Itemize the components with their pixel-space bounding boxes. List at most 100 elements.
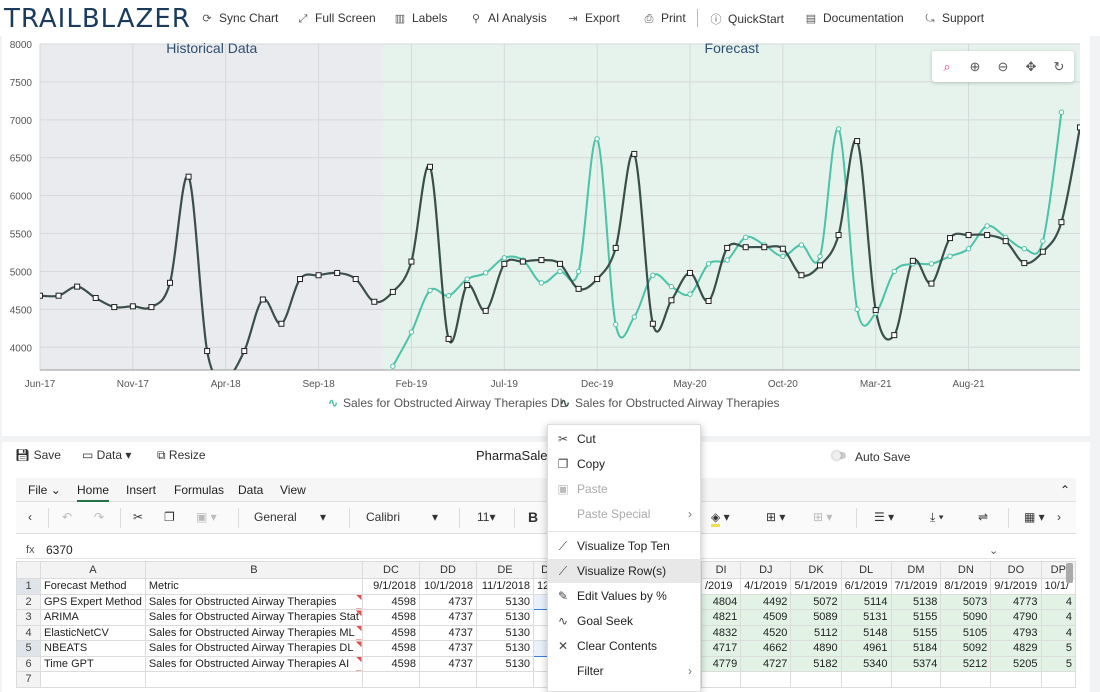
cell[interactable]: 4 xyxy=(1040,609,1076,626)
cell[interactable]: 4 xyxy=(1040,593,1076,610)
column-header[interactable]: DM xyxy=(890,561,942,579)
vertical-align-icon[interactable]: ⤓ ▾ xyxy=(930,510,944,524)
documentation-button[interactable]: ▤ Documentation xyxy=(805,11,904,25)
cell[interactable]: 5148 xyxy=(840,624,892,641)
cell-metric[interactable]: Metric xyxy=(144,578,363,595)
cell[interactable]: 4598 xyxy=(361,624,420,641)
cell[interactable]: 5105 xyxy=(940,624,992,641)
merge-cells-icon[interactable]: ⊞ ▾ xyxy=(813,510,833,524)
cell[interactable]: 4790 xyxy=(990,609,1042,626)
export-button[interactable]: ⇥ Export xyxy=(566,11,619,25)
tab-data[interactable]: Data xyxy=(238,483,264,497)
cell-forecast-method[interactable]: ElasticNetCV xyxy=(40,624,146,641)
cell[interactable]: 5184 xyxy=(890,640,942,657)
column-header[interactable]: DD xyxy=(418,561,477,579)
cell[interactable]: 4717 xyxy=(700,640,742,657)
cell[interactable]: 5130 xyxy=(475,609,534,626)
formula-value[interactable]: 6370 xyxy=(46,543,73,557)
cell[interactable]: 4/1/2019 xyxy=(740,578,792,595)
cell[interactable]: 4598 xyxy=(361,655,420,672)
cell[interactable]: 11/1/2018 xyxy=(475,578,534,595)
cell[interactable]: /2019 xyxy=(700,578,742,595)
cell-metric[interactable]: Sales for Obstructed Airway Therapies St… xyxy=(144,609,363,626)
column-header[interactable]: DK xyxy=(790,561,842,579)
cell[interactable]: 5092 xyxy=(940,640,992,657)
row-header[interactable]: 1 xyxy=(16,578,41,595)
save-button[interactable]: 💾︎ Save xyxy=(15,448,61,462)
cell-metric[interactable]: Sales for Obstructed Airway Therapies AI xyxy=(144,655,363,672)
cell[interactable]: 4961 xyxy=(840,640,892,657)
pan-icon[interactable]: ✥ xyxy=(1025,59,1037,74)
cell[interactable]: 5212 xyxy=(940,655,992,672)
cell[interactable] xyxy=(840,671,892,688)
cell[interactable]: 10/1/ xyxy=(1040,578,1076,595)
cell[interactable]: 4509 xyxy=(740,609,792,626)
cell-forecast-method[interactable]: ARIMA xyxy=(40,609,146,626)
cell[interactable] xyxy=(418,671,477,688)
cell[interactable]: 5155 xyxy=(890,609,942,626)
cell[interactable]: 5090 xyxy=(940,609,992,626)
cell[interactable]: 5205 xyxy=(990,655,1042,672)
cell[interactable]: 4737 xyxy=(418,609,477,626)
cell[interactable]: 4779 xyxy=(700,655,742,672)
cell[interactable]: 4 xyxy=(1040,624,1076,641)
formula-expand-icon[interactable]: ⌄ xyxy=(989,545,999,557)
cell[interactable]: 4598 xyxy=(361,593,420,610)
cell[interactable]: 5130 xyxy=(475,655,534,672)
conditional-format-icon[interactable]: ▦ ▾ xyxy=(1024,510,1045,524)
print-button[interactable]: ⎙ Print xyxy=(642,11,686,26)
tab-home[interactable]: Home xyxy=(77,483,110,502)
cell[interactable]: 5130 xyxy=(475,593,534,610)
menu-item-paste-special[interactable]: Paste Special › xyxy=(548,502,700,526)
cell[interactable]: 4737 xyxy=(418,640,477,657)
collapse-ribbon-icon[interactable]: ⌃ xyxy=(1060,483,1071,497)
scroll-right-icon[interactable]: › xyxy=(1057,510,1061,524)
row-header[interactable]: 6 xyxy=(16,655,41,672)
cell[interactable]: 4727 xyxy=(740,655,792,672)
cell-metric[interactable]: Sales for Obstructed Airway Therapies ML xyxy=(144,624,363,641)
borders-icon[interactable]: ⊞ ▾ xyxy=(766,510,786,524)
menu-item-clear-contents[interactable]: ✕ Clear Contents xyxy=(548,634,700,658)
cell[interactable]: 4793 xyxy=(990,624,1042,641)
cell[interactable] xyxy=(1040,671,1076,688)
column-header[interactable]: DL xyxy=(840,561,892,579)
data-menu-button[interactable]: ▭ Data ▾ xyxy=(82,448,132,462)
menu-item-visualize-top-ten[interactable]: ⟋Visualize Top Ten Rows xyxy=(548,534,700,577)
auto-save-toggle[interactable] xyxy=(832,451,846,460)
column-header[interactable]: DO xyxy=(990,561,1042,579)
menu-item-visualize-rows[interactable]: ⟋ Visualize Row(s) xyxy=(548,559,700,583)
column-header[interactable]: DI xyxy=(700,561,742,579)
cell-forecast-method[interactable]: GPS Expert Method xyxy=(40,593,146,610)
menu-item-filter[interactable]: Filter › xyxy=(548,659,700,683)
cell[interactable]: 9/1/2019 xyxy=(990,578,1042,595)
paste-icon[interactable]: ▣ ▾ xyxy=(196,510,217,524)
cell[interactable]: 4832 xyxy=(700,624,742,641)
ai-analysis-button[interactable]: ⚲ AI Analysis xyxy=(469,11,547,25)
cell-forecast-method[interactable]: Time GPT xyxy=(40,655,146,672)
cell[interactable]: 4773 xyxy=(990,593,1042,610)
menu-item-paste[interactable]: ▣ Paste xyxy=(548,477,700,501)
row-header[interactable]: 3 xyxy=(16,609,41,626)
column-header[interactable] xyxy=(16,561,41,579)
cell[interactable] xyxy=(940,671,992,688)
cell[interactable]: 5089 xyxy=(790,609,842,626)
sync-chart-button[interactable]: ⟳ Sync Chart xyxy=(200,11,278,25)
cell[interactable]: 5112 xyxy=(790,624,842,641)
font-select[interactable]: Calibri ▾ xyxy=(366,510,439,524)
quickstart-button[interactable]: ⓘ QuickStart xyxy=(710,12,785,26)
bold-button[interactable]: B xyxy=(528,509,539,525)
full-screen-button[interactable]: ⤢ Full Screen xyxy=(296,11,376,26)
fill-color-icon[interactable]: ◈ ▾ xyxy=(711,510,730,527)
cell[interactable]: 4804 xyxy=(700,593,742,610)
cell-metric[interactable] xyxy=(144,671,363,688)
cell[interactable]: 4492 xyxy=(740,593,792,610)
legend-item-dl[interactable]: ∿ Sales for Obstructed Airway Therapies D… xyxy=(328,396,567,410)
cell[interactable]: 9/1/2018 xyxy=(361,578,420,595)
cell[interactable]: 4737 xyxy=(418,655,477,672)
column-header[interactable]: A xyxy=(40,561,146,579)
cell[interactable] xyxy=(740,671,792,688)
formula-bar[interactable]: fx 6370 ⌄ xyxy=(16,541,1076,559)
cell[interactable]: 5340 xyxy=(840,655,892,672)
column-header[interactable]: DE xyxy=(475,561,534,579)
legend-item-actual[interactable]: ∿ Sales for Obstructed Airway Therapies xyxy=(560,396,780,410)
